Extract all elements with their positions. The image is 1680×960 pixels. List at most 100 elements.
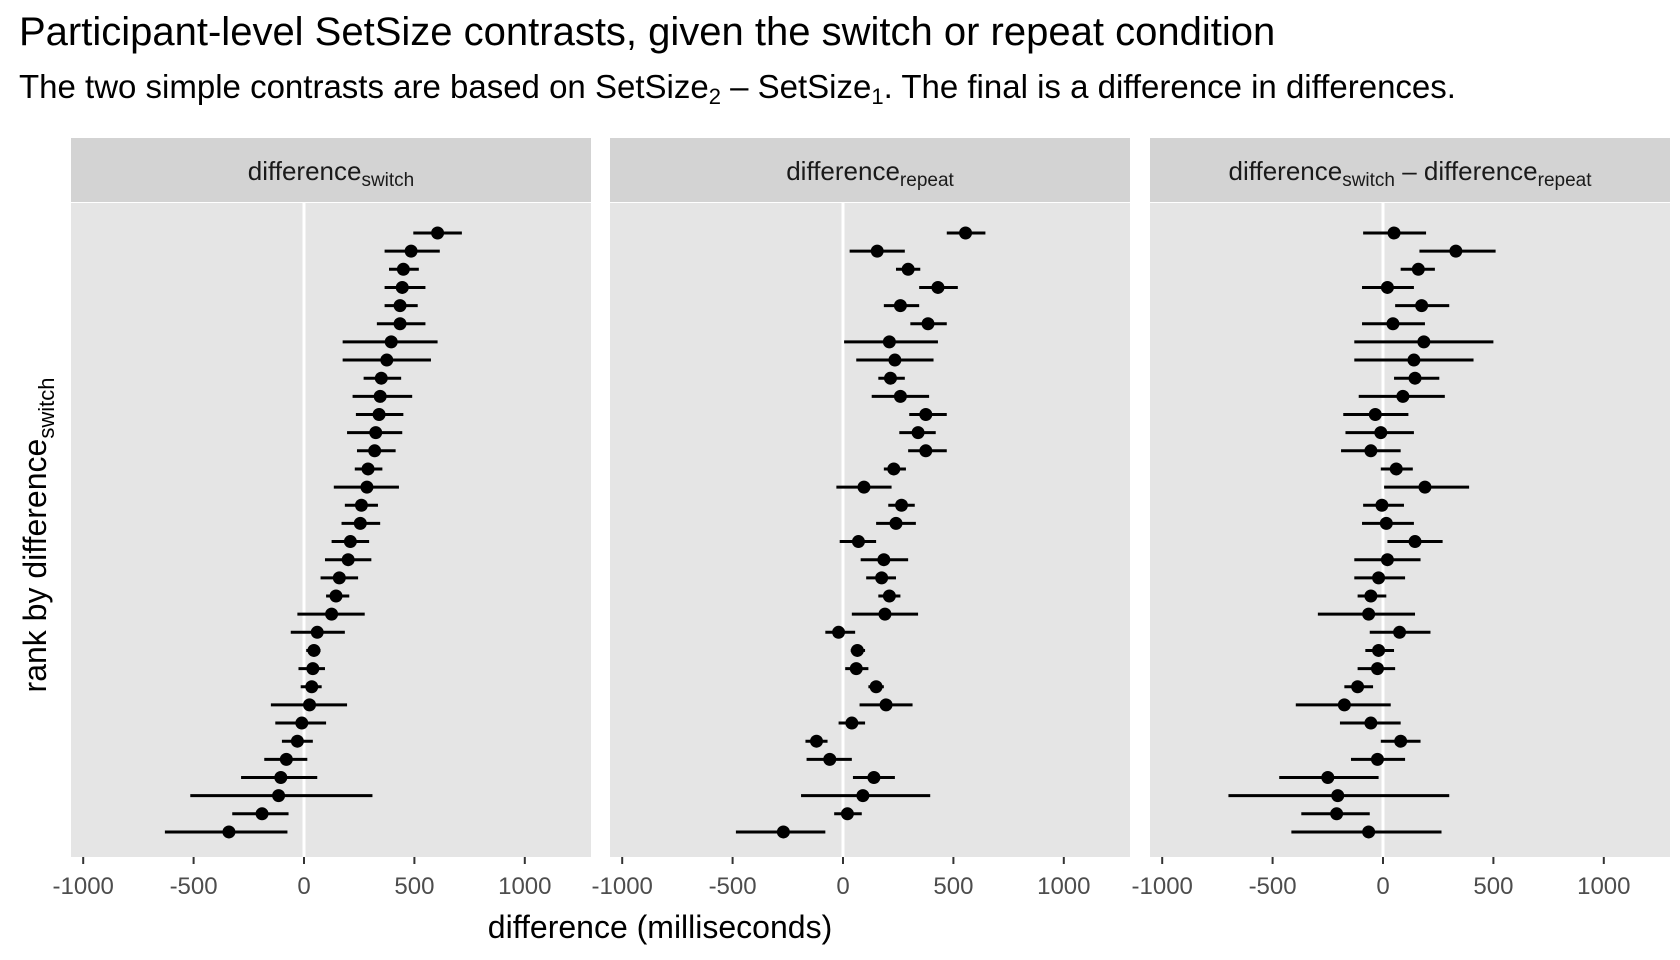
estimate-point	[368, 444, 382, 458]
estimate-point	[1362, 825, 1376, 839]
x-tick-label: 1000	[498, 873, 551, 900]
chart-title: Participant-level SetSize contrasts, giv…	[19, 10, 1276, 54]
x-tick-label: -1000	[1132, 873, 1193, 900]
estimate-point	[1396, 389, 1410, 403]
estimate-point	[867, 771, 881, 784]
x-tick-label: 500	[394, 873, 434, 900]
estimate-point	[1449, 244, 1463, 258]
estimate-point	[893, 389, 907, 403]
estimate-point	[325, 607, 339, 621]
estimate-point	[1368, 408, 1382, 421]
estimate-point	[306, 662, 320, 676]
estimate-point	[361, 462, 375, 476]
estimate-point	[404, 244, 418, 258]
strip-label-text: difference	[1228, 156, 1342, 186]
estimate-point	[290, 734, 304, 748]
estimate-point	[849, 662, 863, 676]
estimate-point	[810, 734, 824, 748]
subtitle-part-2: . The final is a difference in differenc…	[883, 68, 1456, 105]
estimate-point	[1370, 752, 1384, 766]
x-tick-label: -500	[1249, 873, 1297, 900]
estimate-point	[883, 371, 897, 385]
estimate-point	[1417, 335, 1431, 349]
estimate-point	[332, 571, 346, 585]
estimate-point	[1389, 462, 1403, 476]
estimate-point	[1351, 680, 1365, 694]
estimate-point	[1380, 553, 1394, 567]
estimate-point	[1418, 480, 1432, 494]
strip-label-subscript: switch	[1342, 170, 1395, 191]
estimate-point	[372, 408, 386, 421]
x-axis-title: difference (milliseconds)	[488, 909, 832, 945]
strip-label-text: – difference	[1395, 156, 1538, 186]
estimate-point	[850, 643, 864, 657]
estimate-point	[911, 426, 925, 440]
estimate-point	[1370, 662, 1384, 676]
strip-label-subscript: repeat	[1538, 170, 1593, 191]
estimate-point	[222, 825, 236, 839]
estimate-point	[1379, 516, 1393, 530]
x-tick-label: 500	[933, 873, 973, 900]
subtitle-subscript-2: 1	[871, 84, 884, 109]
estimate-point	[893, 299, 907, 313]
estimate-point	[329, 589, 343, 603]
estimate-point	[1393, 625, 1407, 639]
y-axis-title-text: rank by difference	[17, 439, 53, 693]
estimate-point	[1337, 698, 1351, 712]
x-tick-label: -500	[170, 873, 218, 900]
estimate-point	[776, 825, 790, 839]
strip-label-subscript: switch	[361, 170, 414, 191]
estimate-point	[851, 535, 865, 549]
strip-label-text: difference	[786, 156, 900, 186]
estimate-point	[1331, 789, 1345, 803]
y-axis-title: rank by differenceswitch	[17, 378, 59, 693]
x-tick-label: 1000	[1037, 873, 1090, 900]
estimate-point	[272, 789, 286, 803]
x-tick-label: 0	[297, 873, 310, 900]
estimate-point	[384, 335, 398, 349]
estimate-point	[1364, 589, 1378, 603]
estimate-point	[274, 771, 288, 784]
estimate-point	[919, 408, 933, 421]
estimate-point	[1394, 734, 1408, 748]
estimate-point	[882, 335, 896, 349]
estimate-point	[395, 280, 409, 294]
estimate-point	[341, 553, 355, 567]
estimate-point	[1364, 716, 1378, 730]
facet-strip	[610, 138, 1130, 202]
estimate-point	[1386, 317, 1400, 331]
chart-subtitle: The two simple contrasts are based on Se…	[19, 68, 1456, 110]
estimate-point	[1374, 426, 1388, 440]
estimate-point	[1364, 444, 1378, 458]
x-tick-label: 0	[836, 873, 849, 900]
estimate-point	[878, 607, 892, 621]
x-tick-label: -1000	[592, 873, 653, 900]
estimate-point	[879, 698, 893, 712]
estimate-point	[303, 698, 317, 712]
estimate-point	[1380, 280, 1394, 294]
estimate-point	[832, 625, 846, 639]
estimate-point	[360, 480, 374, 494]
estimate-point	[889, 516, 903, 530]
y-axis-title-subscript: switch	[34, 378, 59, 439]
estimate-point	[901, 262, 915, 276]
estimate-point	[255, 807, 269, 821]
estimate-point	[921, 317, 935, 331]
estimate-point	[882, 589, 896, 603]
estimate-point	[857, 480, 871, 494]
x-tick-label: 0	[1376, 873, 1389, 900]
estimate-point	[959, 226, 973, 240]
estimate-point	[1387, 226, 1401, 240]
estimate-point	[887, 462, 901, 476]
estimate-point	[931, 280, 945, 294]
facet-strip	[1150, 138, 1670, 202]
estimate-point	[369, 426, 383, 440]
estimate-point	[353, 516, 367, 530]
strip-label-text: difference	[248, 156, 362, 186]
x-tick-label: -500	[709, 873, 757, 900]
estimate-point	[279, 752, 293, 766]
subtitle-subscript-1: 2	[708, 84, 721, 109]
estimate-point	[1408, 535, 1422, 549]
facet-strip-label: differencerepeat	[786, 156, 954, 191]
